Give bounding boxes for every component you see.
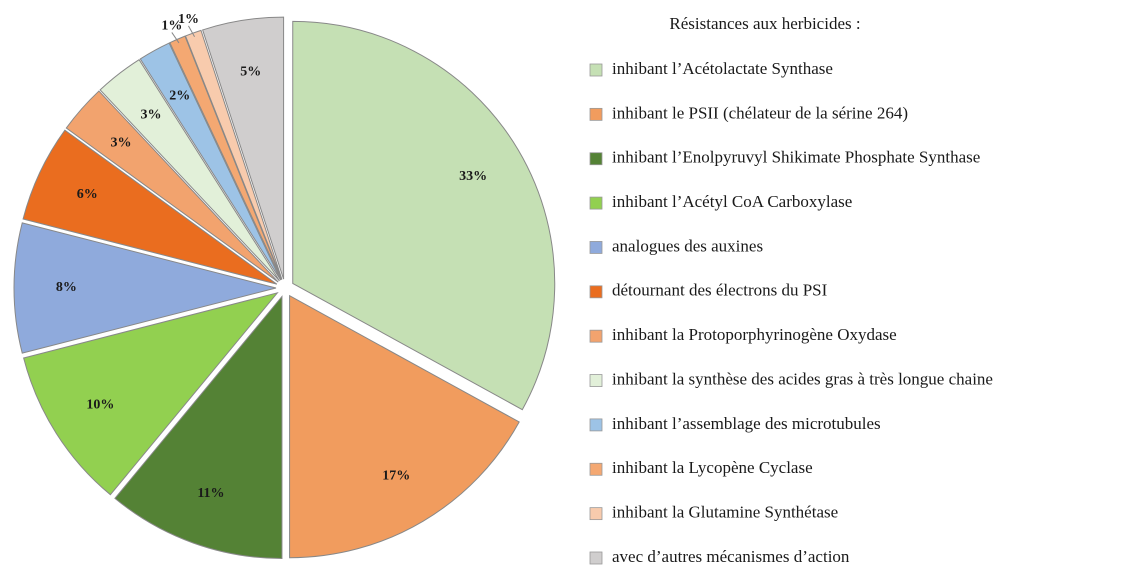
legend-title: Résistances aux herbicides :	[669, 14, 860, 33]
legend-swatch	[589, 329, 603, 343]
pie-slice	[184, 29, 283, 280]
legend-label: inhibant l’Enolpyruvyl Shikimate Phospha…	[612, 148, 980, 167]
data-label: 6%	[77, 187, 98, 202]
legend-label: inhibant l’assemblage des microtubules	[612, 414, 881, 433]
data-label: 1%	[161, 19, 182, 34]
pie-slice	[201, 16, 285, 280]
legend-label: inhibant l’Acétolactate Synthase	[612, 59, 833, 78]
legend-label: avec d’autres mécanismes d’action	[612, 547, 850, 566]
legend-label: inhibant la synthèse des acides gras à t…	[612, 369, 993, 388]
data-label: 3%	[141, 107, 162, 122]
legend-swatch	[589, 196, 603, 210]
legend-swatch	[589, 507, 603, 521]
legend-swatch	[589, 107, 603, 121]
legend-label: inhibant le PSII (chélateur de la sérine…	[612, 103, 908, 122]
pie-slice	[292, 20, 556, 411]
pie-slice	[23, 291, 279, 496]
leader-line	[188, 25, 195, 38]
data-label: 1%	[178, 12, 199, 27]
legend-label: détournant des électrons du PSI	[612, 281, 828, 300]
legend-swatch	[589, 152, 603, 166]
leader-line	[171, 32, 180, 44]
pie-slice	[99, 58, 280, 282]
legend-label: inhibant la Glutamine Synthétase	[612, 503, 838, 522]
pie-slice	[65, 90, 279, 283]
legend-swatch	[589, 462, 603, 476]
legend-swatch	[589, 241, 603, 254]
data-label: 8%	[56, 280, 77, 295]
data-label: 10%	[86, 397, 114, 412]
pie-slice	[13, 222, 277, 354]
data-label: 5%	[240, 64, 261, 79]
data-label: 11%	[197, 486, 224, 501]
pie-slice	[139, 42, 282, 281]
pie-slice	[289, 294, 520, 559]
legend-label: inhibant l’Acétyl CoA Carboxylase	[612, 192, 852, 211]
data-label: 3%	[111, 136, 132, 151]
pie-slice	[169, 35, 282, 280]
data-label: 2%	[169, 89, 190, 104]
legend-label: inhibant la Lycopène Cyclase	[612, 458, 813, 477]
legend-swatch	[589, 63, 603, 77]
pie-slice	[22, 129, 278, 285]
legend-swatch	[589, 374, 603, 387]
pie-slice	[114, 295, 283, 559]
legend-swatch	[589, 551, 603, 565]
legend-swatch	[589, 418, 603, 432]
legend-label: analogues des auxines	[612, 236, 763, 255]
data-label: 33%	[459, 169, 487, 184]
legend-label: inhibant la Protoporphyrinogène Oxydase	[612, 325, 897, 344]
legend-swatch	[589, 285, 603, 299]
data-label: 17%	[382, 468, 410, 483]
